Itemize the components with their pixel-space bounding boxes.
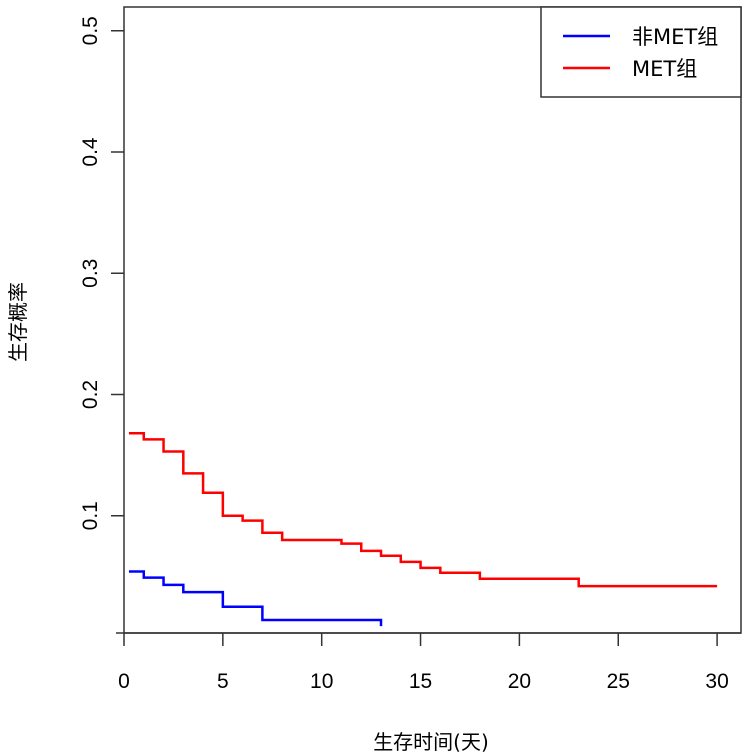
y-axis: 0.1 0.2 0.3 0.4 0.5 bbox=[79, 16, 124, 530]
x-tick-label: 0 bbox=[118, 670, 130, 693]
x-tick-label: 5 bbox=[217, 670, 229, 693]
y-tick-label: 0.1 bbox=[79, 501, 102, 530]
x-tick-label: 10 bbox=[310, 670, 333, 693]
series-layer bbox=[128, 432, 718, 627]
y-axis-title: 生存概率 bbox=[6, 282, 30, 362]
y-tick-label: 0.2 bbox=[79, 380, 102, 409]
legend-box bbox=[540, 6, 742, 98]
x-axis-title: 生存时间(天) bbox=[373, 730, 489, 754]
legend-label-met: MET组 bbox=[632, 57, 697, 81]
x-tick-label: 15 bbox=[409, 670, 432, 693]
legend-label-non-met: 非MET组 bbox=[632, 25, 718, 49]
y-tick-label: 0.3 bbox=[79, 259, 102, 288]
series-line-met bbox=[128, 432, 718, 588]
x-tick-label: 25 bbox=[607, 670, 630, 693]
plot-frame bbox=[123, 6, 742, 634]
x-tick-label: 30 bbox=[705, 670, 728, 693]
x-tick-label: 20 bbox=[508, 670, 531, 693]
series-line-non-met bbox=[128, 570, 383, 627]
x-axis: 0 5 10 15 20 25 30 bbox=[118, 633, 729, 693]
y-tick-label: 0.5 bbox=[79, 16, 102, 45]
y-tick-label: 0.4 bbox=[79, 137, 102, 167]
legend: 非MET组 MET组 bbox=[540, 6, 742, 98]
